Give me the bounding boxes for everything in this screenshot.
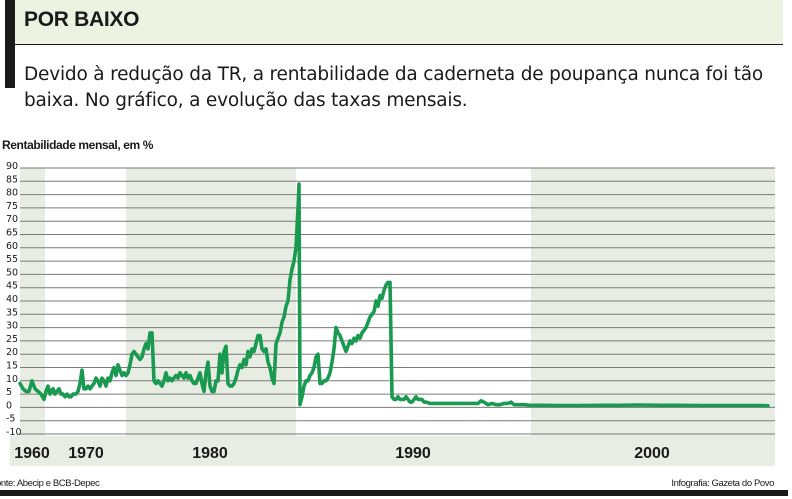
x-tick-label: 2000 [634,445,670,462]
y-tick-label: 75 [6,201,18,212]
y-tick-label: -5 [6,414,15,425]
chart-title: Rentabilidade mensal, em % [2,138,153,152]
y-tick-label: 65 [6,228,18,239]
x-tick-label: 1980 [192,445,228,462]
x-axis-ticks: 1960 1970 1980 1990 2000 [14,445,670,462]
y-tick-label: 25 [6,334,18,345]
data-line [18,182,770,408]
accent-bar [5,0,15,88]
y-tick-label: -10 [6,427,22,438]
y-tick-label: 35 [6,307,18,318]
background-band [531,168,775,436]
x-axis-strip [10,436,775,466]
y-tick-label: 40 [6,294,18,305]
background-bands [20,168,775,436]
y-tick-label: 15 [6,361,18,372]
y-tick-label: 55 [6,254,18,265]
header-bar [5,0,783,45]
y-tick-label: 80 [6,188,18,199]
source-note: onte: Abecip e BCB-Depec [0,478,100,489]
page-subtitle: Devido à redução da TR, a rentabilidade … [24,64,764,111]
x-tick-label: 1970 [68,445,104,462]
grid-lines [20,167,775,435]
credit-note: Infografia: Gazeta do Povo [671,478,774,489]
y-tick-label: 85 [6,174,18,185]
y-tick-label: 20 [6,347,18,358]
y-tick-label: 10 [6,374,18,385]
y-tick-label: 0 [6,400,12,411]
x-tick-label: 1990 [395,445,431,462]
y-tick-label: 5 [6,387,12,398]
line-chart: 908580757065605550454035302520151050-5-1… [6,161,775,466]
y-axis-ticks: 908580757065605550454035302520151050-5-1… [6,161,22,438]
x-tick-label: 1960 [14,445,50,462]
page-title: POR BAIXO [24,8,140,31]
y-tick-label: 45 [6,281,18,292]
y-tick-label: 60 [6,241,18,252]
y-tick-label: 50 [6,267,18,278]
y-tick-label: 30 [6,321,18,332]
y-tick-label: 90 [6,161,18,172]
y-tick-label: 70 [6,214,18,225]
bottom-bar [0,490,788,496]
